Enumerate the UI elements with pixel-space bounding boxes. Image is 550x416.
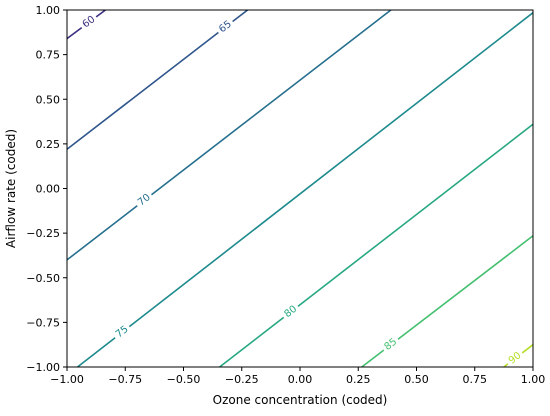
y-tick-label: −1.00 (26, 361, 60, 374)
x-tick-label: 0.25 (346, 373, 371, 386)
x-tick-label: 1.00 (521, 373, 546, 386)
y-tick-label: −0.25 (26, 227, 60, 240)
contour-label-90: 90 (507, 350, 524, 366)
x-axis-label: Ozone concentration (coded) (213, 393, 388, 407)
x-tick-label: 0.00 (288, 373, 313, 386)
y-tick-label: 0.75 (36, 49, 61, 62)
contour-label-65: 65 (217, 19, 234, 35)
x-tick-label: −0.25 (225, 373, 259, 386)
contour-line-85 (361, 349, 385, 367)
y-tick-label: −0.50 (26, 272, 60, 285)
x-tick-label: 0.75 (463, 373, 488, 386)
contour-line-80 (297, 123, 533, 307)
contour-line-85 (397, 235, 533, 340)
y-tick-label: 0.00 (36, 183, 61, 196)
x-tick-label: −0.75 (108, 373, 142, 386)
x-tick-label: 0.50 (404, 373, 429, 386)
contour-label-60: 60 (81, 14, 98, 30)
y-axis: −1.00 −0.75 −0.50 −0.25 0.00 0.25 0.50 0.75 1.00 (26, 4, 67, 374)
contour-label-80: 80 (282, 304, 299, 320)
contour-label-85: 85 (382, 336, 399, 352)
contour-line-90 (503, 363, 509, 367)
contour-line-70 (150, 10, 392, 196)
contour-line-60 (67, 26, 83, 40)
contour-label-75: 75 (114, 324, 131, 341)
contour-line-75 (76, 337, 116, 367)
contour-line-65 (67, 31, 219, 150)
x-tick-label: −0.50 (167, 373, 201, 386)
contour-line-90 (521, 344, 533, 354)
contour-line-65 (232, 10, 249, 23)
plot-frame (66, 9, 534, 368)
x-tick-label: −1.00 (50, 373, 84, 386)
y-tick-label: 0.25 (36, 138, 61, 151)
y-tick-label: 1.00 (36, 4, 61, 17)
contour-line-75 (128, 12, 533, 328)
y-axis-label: Airflow rate (coded) (4, 129, 18, 248)
contour-line-60 (95, 10, 106, 18)
contour-line-80 (219, 316, 285, 367)
y-tick-label: 0.50 (36, 93, 61, 106)
contour-lines (67, 10, 533, 367)
contour-label-70: 70 (136, 192, 153, 208)
contour-line-70 (67, 205, 138, 261)
y-tick-label: −0.75 (26, 316, 60, 329)
x-axis: −1.00 −0.75 −0.50 −0.25 0.00 0.25 0.50 0.75 1.00 (50, 367, 545, 386)
